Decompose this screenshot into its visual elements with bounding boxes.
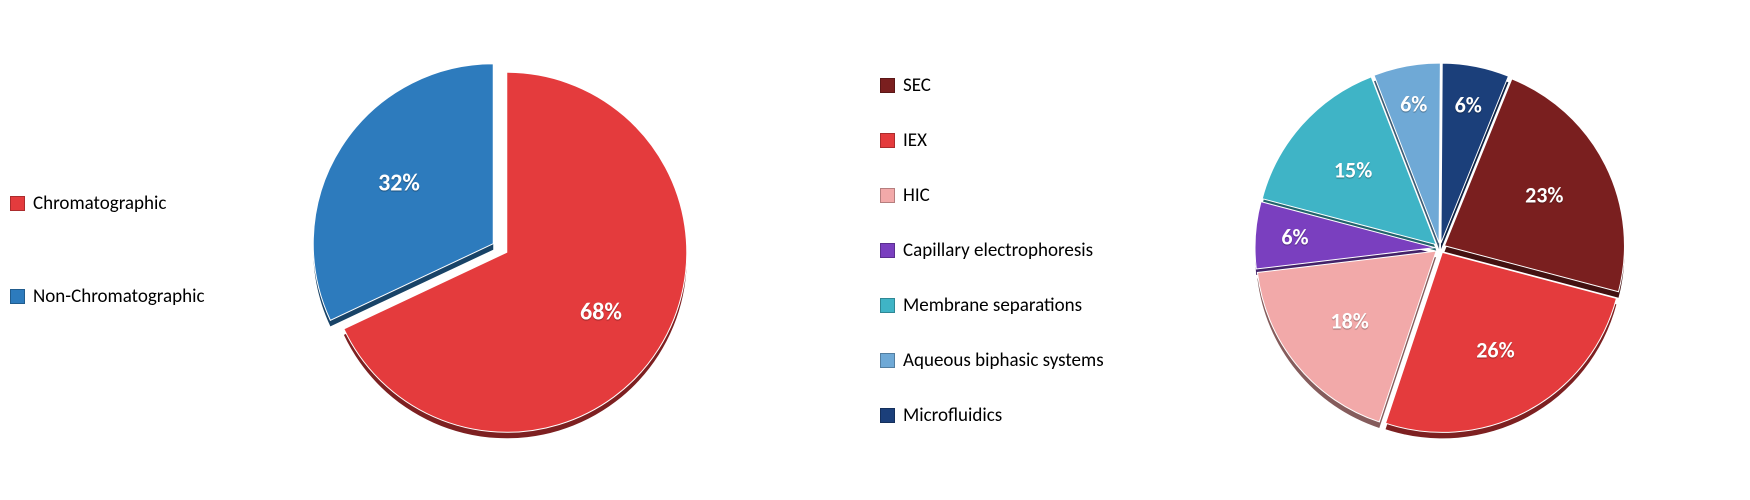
legend-label: Microfluidics [903, 404, 1002, 427]
legend-label: Capillary electrophoresis [903, 239, 1093, 262]
slice-percent-label: 68% [580, 297, 622, 326]
legend-label: Chromatographic [33, 192, 166, 215]
slice-percent-label: 26% [1476, 337, 1514, 364]
legend-item: SEC [880, 74, 1180, 97]
slice-percent-label: 15% [1334, 156, 1372, 183]
legend-swatch [880, 298, 895, 313]
slice-percent-label: 6% [1281, 224, 1308, 251]
panel-chart2: SEC IEX HIC Capillary electrophoresis Membra… [880, 0, 1750, 500]
pie-chart2: 23% 26% 18% 6% 15% 6% 6% [1180, 8, 1700, 493]
legend-item: HIC [880, 184, 1180, 207]
legend-label: Non-Chromatographic [33, 285, 204, 308]
legend-swatch [880, 408, 895, 423]
slice-percent-label: 6% [1455, 91, 1482, 118]
slice-percent-label: 6% [1400, 91, 1427, 118]
legend-item: Chromatographic [10, 192, 240, 215]
slice-percent-label: 18% [1330, 308, 1368, 335]
legend-swatch [880, 188, 895, 203]
legend-label: HIC [903, 184, 930, 207]
legend-swatch [880, 353, 895, 368]
legend-swatch [10, 196, 25, 211]
panel-chart1: Chromatographic Non-Chromatographic 68% 32… [0, 0, 880, 500]
legend-item: Microfluidics [880, 404, 1180, 427]
legend-item: Non-Chromatographic [10, 285, 240, 308]
legend-label: Membrane separations [903, 294, 1082, 317]
legend-label: Aqueous biphasic systems [903, 349, 1104, 372]
legend-swatch [880, 78, 895, 93]
slice-percent-label: 23% [1525, 182, 1563, 209]
legend-swatch [10, 289, 25, 304]
legend-label: IEX [903, 129, 927, 152]
legend-chart2: SEC IEX HIC Capillary electrophoresis Membra… [880, 74, 1180, 427]
legend-item: IEX [880, 129, 1180, 152]
legend-item: Membrane separations [880, 294, 1180, 317]
slice-percent-label: 32% [378, 169, 420, 198]
legend-swatch [880, 133, 895, 148]
pie-chart1: 68% 32% [240, 8, 760, 493]
legend-label: SEC [903, 74, 931, 97]
legend-swatch [880, 243, 895, 258]
legend-chart1: Chromatographic Non-Chromatographic [10, 192, 240, 308]
figure-container: Chromatographic Non-Chromatographic 68% 32… [0, 0, 1750, 500]
legend-item: Aqueous biphasic systems [880, 349, 1180, 372]
legend-item: Capillary electrophoresis [880, 239, 1180, 262]
